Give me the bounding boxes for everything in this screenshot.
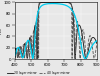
- Legend: 20 layer mirror, 10 layer mirror, 40 layer mirror: 20 layer mirror, 10 layer mirror, 40 lay…: [7, 71, 69, 76]
- Y-axis label: R%: R%: [0, 27, 2, 34]
